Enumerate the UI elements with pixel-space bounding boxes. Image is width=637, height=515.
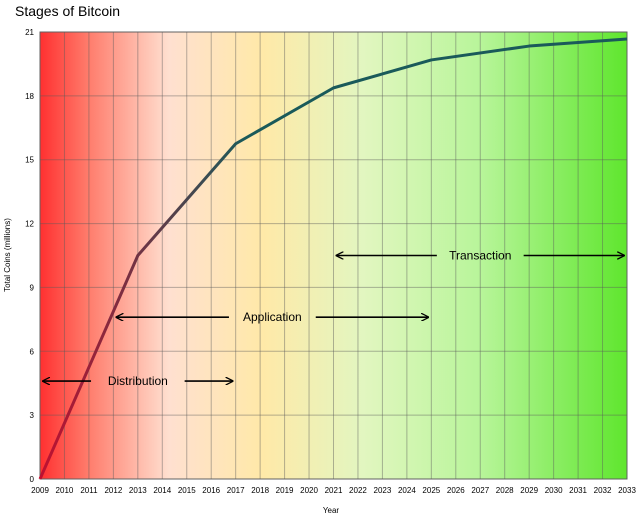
x-tick-label: 2023	[374, 486, 392, 495]
x-tick-label: 2032	[594, 486, 612, 495]
x-tick-label: 2012	[104, 486, 122, 495]
y-tick-label: 0	[30, 475, 35, 484]
x-tick-label: 2030	[545, 486, 563, 495]
y-tick-label: 18	[25, 92, 34, 101]
series-line	[38, 37, 628, 480]
chart-title: Stages of Bitcoin	[15, 3, 120, 19]
x-tick-label: 2014	[153, 486, 171, 495]
annotation-label: Application	[243, 310, 302, 324]
x-tick-label: 2009	[31, 486, 49, 495]
y-tick-labels: 0 3 6 9 12 15 18 21	[25, 28, 34, 484]
y-tick-label: 12	[25, 220, 34, 229]
x-tick-label: 2018	[251, 486, 269, 495]
x-tick-label: 2016	[202, 486, 220, 495]
x-tick-label: 2026	[447, 486, 465, 495]
x-tick-label: 2024	[398, 486, 416, 495]
x-tick-label: 2022	[349, 486, 367, 495]
x-tick-label: 2028	[496, 486, 514, 495]
series-group	[38, 37, 628, 480]
y-axis-label: Total Coins (millions)	[3, 218, 12, 292]
annotation-label: Transaction	[449, 249, 511, 263]
annotation-transaction: Transaction	[337, 249, 625, 263]
x-tick-label: 2010	[56, 486, 74, 495]
y-tick-label: 15	[25, 156, 34, 165]
x-tick-label: 2027	[471, 486, 489, 495]
x-tick-label: 2011	[80, 486, 98, 495]
x-tick-label: 2017	[227, 486, 245, 495]
y-tick-label: 9	[30, 283, 35, 292]
annotation-distribution: Distribution	[43, 374, 233, 388]
x-tick-label: 2025	[422, 486, 440, 495]
x-tick-label: 2019	[276, 486, 294, 495]
x-tick-label: 2013	[129, 486, 147, 495]
y-tick-label: 21	[25, 28, 34, 37]
x-tick-label: 2021	[325, 486, 343, 495]
y-tick-label: 3	[30, 411, 35, 420]
x-tick-label: 2029	[520, 486, 538, 495]
y-tick-label: 6	[30, 347, 35, 356]
annotation-application: Application	[116, 310, 428, 324]
x-axis-label: Year	[323, 506, 340, 515]
gridlines	[39, 31, 628, 480]
x-tick-label: 2015	[178, 486, 196, 495]
x-tick-label: 2033	[618, 486, 636, 495]
annotation-label: Distribution	[108, 374, 168, 388]
x-tick-labels: 2009 2010 2011 2012 2013 2014 2015 2016 2017 2018…	[31, 486, 636, 495]
annotations: Distribution Application Transaction	[43, 249, 625, 388]
x-tick-label: 2031	[569, 486, 587, 495]
x-tick-label: 2020	[300, 486, 318, 495]
